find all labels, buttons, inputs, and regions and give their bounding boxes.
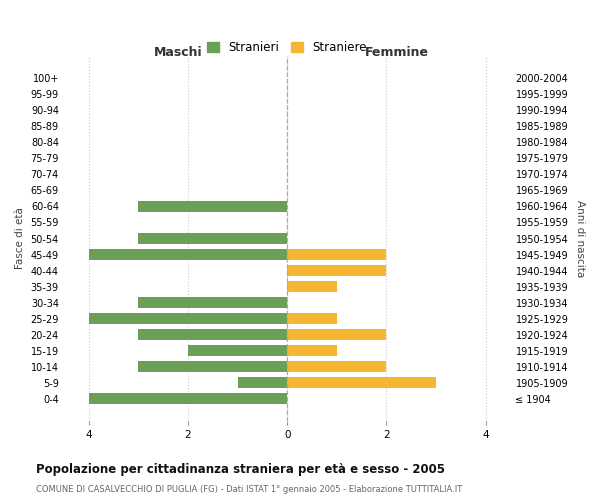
Text: Maschi: Maschi [154,46,202,59]
Bar [287,265,386,276]
Bar [138,329,287,340]
Bar [138,361,287,372]
Bar [89,249,287,260]
Text: COMUNE DI CASALVECCHIO DI PUGLIA (FG) - Dati ISTAT 1° gennaio 2005 - Elaborazion: COMUNE DI CASALVECCHIO DI PUGLIA (FG) - … [36,486,462,494]
Bar [89,313,287,324]
Y-axis label: Fasce di età: Fasce di età [15,208,25,270]
Text: Popolazione per cittadinanza straniera per età e sesso - 2005: Popolazione per cittadinanza straniera p… [36,462,445,475]
Legend: Stranieri, Straniere: Stranieri, Straniere [203,36,372,59]
Bar [287,249,386,260]
Bar [238,377,287,388]
Bar [287,361,386,372]
Bar [287,377,436,388]
Bar [287,281,337,292]
Text: Femmine: Femmine [364,46,428,59]
Bar [287,345,337,356]
Bar [89,393,287,404]
Y-axis label: Anni di nascita: Anni di nascita [575,200,585,277]
Bar [138,297,287,308]
Bar [138,232,287,244]
Bar [287,313,337,324]
Bar [188,345,287,356]
Bar [287,329,386,340]
Bar [138,200,287,212]
